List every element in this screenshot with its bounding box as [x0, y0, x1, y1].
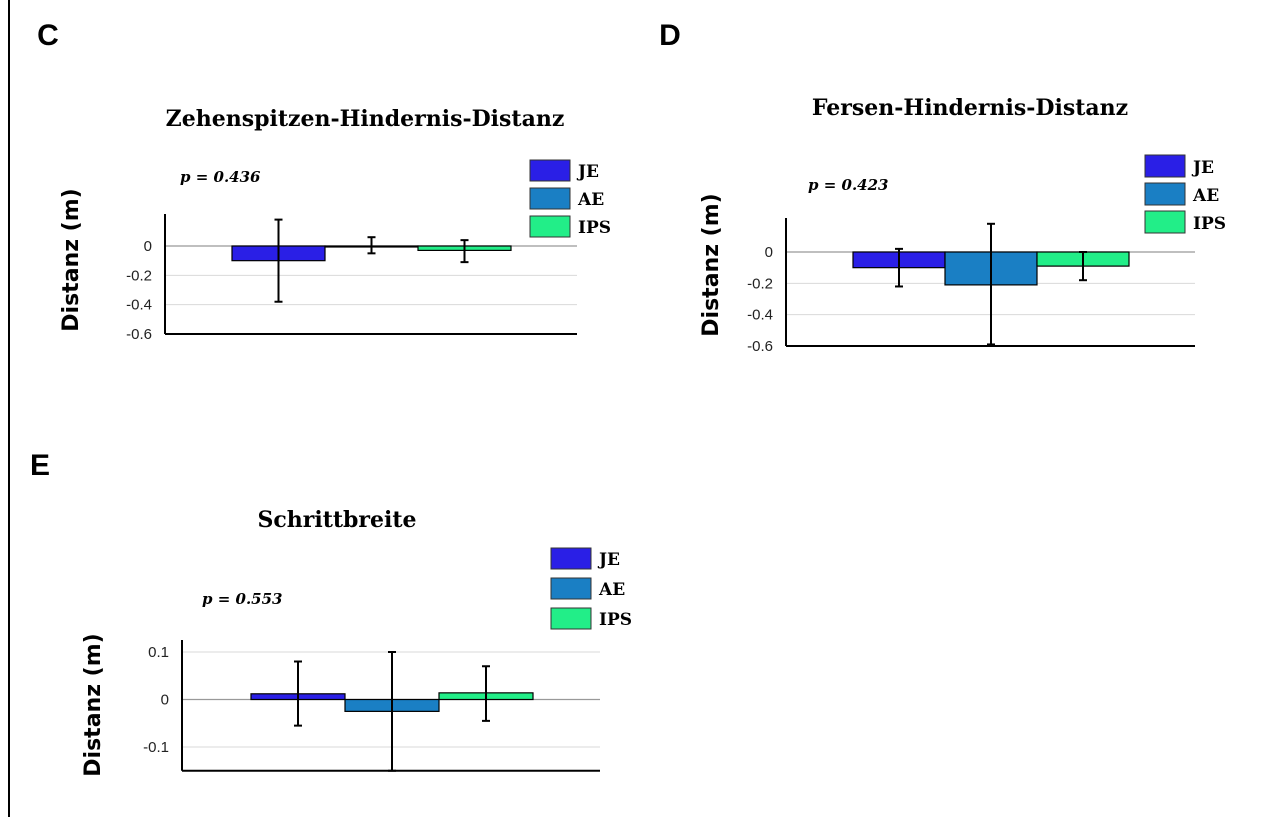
y-tick-label: 0	[144, 238, 152, 255]
legend-swatch-je	[550, 547, 592, 570]
legend-label: AE	[598, 580, 625, 600]
y-tick-label: 0	[765, 244, 773, 261]
y-tick-label: -0.2	[126, 267, 152, 284]
legend-swatch-ips	[529, 215, 571, 238]
legend-swatch-ae	[529, 187, 571, 210]
legend-swatch-ips	[550, 607, 592, 630]
panel-letter: D	[659, 19, 681, 52]
y-axis-label: Distanz (m)	[699, 193, 724, 336]
y-tick-label: -0.1	[143, 739, 169, 756]
y-tick-label: -0.2	[747, 275, 773, 292]
y-tick-label: 0	[161, 692, 169, 709]
chart-title: Schrittbreite	[257, 507, 416, 533]
legend-label: JE	[1191, 158, 1214, 178]
legend-swatch-ae	[550, 577, 592, 600]
p-value-annotation: p = 0.436	[180, 168, 261, 186]
legend-label: AE	[1192, 186, 1219, 206]
y-axis-label: Distanz (m)	[59, 188, 84, 331]
panel-letter: E	[30, 449, 50, 482]
legend-label: JE	[597, 550, 620, 570]
chart-panel-e: E Schrittbreite p = 0.553 Distanz (m) 0.1 0 -0…	[30, 449, 632, 777]
legend-label: IPS	[578, 218, 611, 238]
y-tick-label: 0.1	[148, 644, 169, 661]
legend-swatch-ips	[1144, 210, 1186, 234]
p-value-annotation: p = 0.423	[808, 176, 888, 194]
legend-label: AE	[577, 190, 604, 210]
p-value-annotation: p = 0.553	[202, 590, 282, 608]
legend-swatch-je	[1144, 154, 1186, 178]
legend-swatch-je	[529, 159, 571, 182]
y-tick-label: -0.6	[126, 326, 152, 343]
y-tick-label: -0.6	[747, 338, 773, 355]
legend-label: IPS	[1193, 214, 1226, 234]
chart-title: Zehenspitzen-Hindernis-Distanz	[166, 106, 565, 132]
left-border-line	[8, 0, 10, 817]
chart-title: Fersen-Hindernis-Distanz	[812, 95, 1128, 121]
legend-label: JE	[576, 162, 599, 182]
y-tick-label: -0.4	[747, 307, 773, 324]
y-tick-label: -0.4	[126, 297, 152, 314]
legend-label: IPS	[599, 610, 632, 630]
legend-swatch-ae	[1144, 182, 1186, 206]
chart-panel-d: D Fersen-Hindernis-Distanz p = 0.423 Distan…	[659, 19, 1226, 355]
panel-letter: C	[37, 19, 59, 52]
chart-panel-c: C Zehenspitzen-Hindernis-Distanz p = 0.436…	[37, 19, 611, 343]
y-axis-label: Distanz (m)	[81, 633, 106, 776]
